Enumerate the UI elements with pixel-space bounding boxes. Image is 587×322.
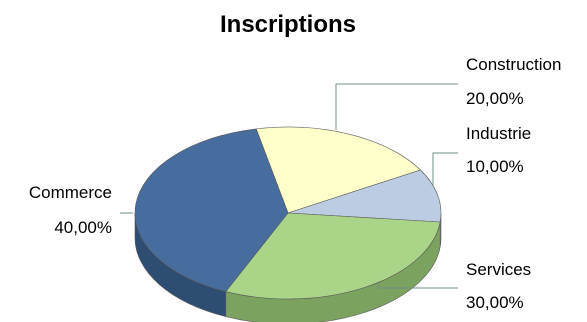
label-layer: Construction 20,00% Industrie 10,00% Service… <box>29 55 562 312</box>
leader-line-services <box>377 284 458 289</box>
label-industrie: Industrie <box>466 124 531 143</box>
label-commerce: Commerce <box>29 183 112 202</box>
value-label-commerce: 40,00% <box>54 218 112 237</box>
pie-slice-industrie <box>287 169 442 223</box>
label-construction: Construction <box>466 55 561 74</box>
value-label-construction: 20,00% <box>466 89 524 108</box>
leader-line-construction <box>335 83 458 130</box>
pie-slice-commerce <box>134 128 289 292</box>
chart-title: Inscriptions <box>220 11 356 38</box>
pie-layer <box>134 126 442 322</box>
value-label-industrie: 10,00% <box>466 157 524 176</box>
pie-slice-construction <box>255 126 422 214</box>
value-label-services: 30,00% <box>466 293 524 312</box>
pie-slice-services <box>225 212 441 300</box>
label-services: Services <box>466 260 531 279</box>
leader-line-industrie <box>432 152 458 185</box>
